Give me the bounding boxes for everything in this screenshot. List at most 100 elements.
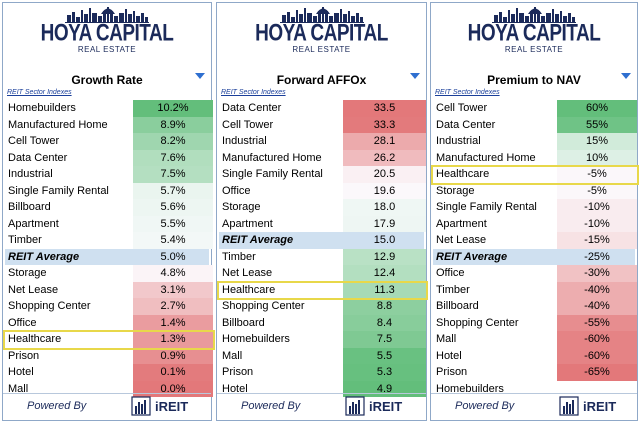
ireit-logo: iREIT: [559, 396, 616, 416]
row-label: REIT Average: [8, 250, 80, 263]
sector-caption: REIT Sector Indexes: [435, 89, 500, 96]
table-row: Office 19.6: [219, 182, 426, 199]
table-rows: Cell Tower 60% Data Center 55% Industrial 15%…: [433, 100, 637, 397]
premium-to-nav-panel: HOYA CAPITAL REAL ESTATE Premium to NAV REI…: [430, 2, 639, 421]
table-row: Timber -40%: [433, 281, 637, 298]
table-row: Industrial 15%: [433, 133, 637, 150]
row-label: REIT Average: [222, 234, 294, 246]
row-label: Hotel: [8, 366, 34, 378]
table-row: Storage 18.0: [219, 199, 426, 216]
row-value-cell: 18.0: [343, 199, 426, 216]
brand-name: HOYA CAPITAL: [467, 20, 601, 47]
row-value-cell: -60%: [557, 347, 637, 364]
table-row: Prison -65%: [433, 364, 637, 381]
row-value-cell: 3.1%: [133, 281, 213, 298]
row-label: Single Family Rental: [436, 201, 537, 213]
ireit-text: iREIT: [155, 399, 189, 414]
powered-by-footer: Powered By iREIT: [3, 393, 211, 420]
row-value-cell: 5.4%: [133, 232, 213, 249]
row-value-cell: 33.3: [343, 116, 426, 133]
row-value-cell: 33.5: [343, 100, 426, 117]
table-row: Hotel -60%: [433, 347, 637, 364]
ireit-text: iREIT: [369, 399, 403, 414]
brand-name: HOYA CAPITAL: [40, 20, 174, 47]
row-value-cell: 5.7%: [133, 182, 213, 199]
row-label: Storage: [222, 201, 261, 213]
row-label: REIT Average: [436, 250, 508, 263]
table-title: Premium to NAV: [487, 73, 581, 87]
ireit-logo-icon: [559, 396, 579, 416]
row-label: Homebuilders: [8, 102, 76, 114]
row-value-cell: 12.9: [343, 248, 426, 265]
row-label: Timber: [8, 234, 42, 246]
table-row: Billboard -40%: [433, 298, 637, 315]
table-row: Industrial 28.1: [219, 133, 426, 150]
table-row: Single Family Rental -10%: [433, 199, 637, 216]
row-value-cell: 20.5: [343, 166, 426, 183]
row-label: Mall: [436, 333, 457, 345]
growth-rate-panel: HOYA CAPITAL REAL ESTATE Growth Rate REIT S…: [2, 2, 215, 421]
row-label: Healthcare: [8, 333, 62, 345]
table-row: Manufactured Home 26.2: [219, 149, 426, 166]
table-row: Manufactured Home 10%: [433, 149, 637, 166]
table-row: Healthcare -5%: [433, 166, 637, 183]
row-label: Apartment: [8, 217, 59, 230]
table-row: Storage -5%: [433, 182, 637, 199]
row-label: Single Family Rental: [222, 168, 323, 180]
row-value-cell: 4.9: [343, 380, 426, 397]
row-label: Storage: [436, 184, 475, 197]
row-label: Cell Tower: [8, 135, 60, 147]
row-label: Billboard: [8, 201, 51, 213]
table-row: Healthcare 1.3%: [5, 331, 213, 348]
table-row: Shopping Center 8.8: [219, 298, 426, 315]
row-value-cell: 0.1%: [133, 364, 213, 381]
row-value-cell: 0.0%: [133, 380, 213, 397]
table-row: Hotel 4.9: [219, 380, 426, 397]
row-label: Net Lease: [222, 267, 273, 279]
table-row: Data Center 33.5: [219, 100, 426, 117]
table-row: Cell Tower 8.2%: [5, 133, 213, 150]
table-row: Homebuilders 10.2%: [5, 100, 213, 117]
row-label: Apartment: [436, 217, 487, 230]
dropdown-arrow-icon[interactable]: [621, 73, 631, 79]
row-value-cell: -40%: [557, 281, 637, 298]
table-row: Timber 5.4%: [5, 232, 213, 249]
powered-by-text: Powered By: [241, 400, 301, 412]
row-value-cell: 1.4%: [133, 314, 213, 331]
table-title: Forward AFFOx: [276, 73, 367, 87]
table-row: Single Family Rental 5.7%: [5, 182, 213, 199]
row-value-cell: -15%: [557, 232, 637, 249]
row-value-cell: -40%: [557, 298, 637, 315]
table-row: Healthcare 11.3: [219, 281, 426, 298]
row-value-cell: 7.6%: [133, 149, 213, 166]
row-value-cell: 10.2%: [133, 100, 213, 117]
table-row: Prison 5.3: [219, 364, 426, 381]
row-value-cell: -5%: [557, 166, 637, 183]
row-value-cell: 15%: [557, 133, 637, 150]
powered-by-footer: Powered By iREIT: [217, 393, 426, 420]
table-row: Prison 0.9%: [5, 347, 213, 364]
table-row: Office 1.4%: [5, 314, 213, 331]
powered-by-footer: Powered By iREIT: [431, 393, 637, 420]
row-value-cell: 8.9%: [133, 116, 213, 133]
row-value-cell: 5.6%: [133, 199, 213, 216]
row-label: Billboard: [436, 300, 479, 312]
dropdown-arrow-icon[interactable]: [410, 73, 420, 79]
row-label: Prison: [222, 366, 254, 378]
hoya-capital-logo: HOYA CAPITAL REAL ESTATE: [217, 5, 426, 61]
table-row: Mall -60%: [433, 331, 637, 348]
table-row: Apartment -10%: [433, 215, 637, 232]
table-rows: Homebuilders 10.2% Manufactured Home 8.9% Ce…: [5, 100, 213, 397]
row-value-cell: 5.5: [343, 347, 426, 364]
hoya-capital-logo: HOYA CAPITAL REAL ESTATE: [431, 5, 637, 61]
row-value-cell: -60%: [557, 331, 637, 348]
row-label: Timber: [222, 250, 256, 263]
table-row: Single Family Rental 20.5: [219, 166, 426, 183]
table-row: Data Center 55%: [433, 116, 637, 133]
dropdown-arrow-icon[interactable]: [195, 73, 205, 79]
table-row: Shopping Center 2.7%: [5, 298, 213, 315]
row-label: Office: [436, 267, 465, 279]
table-row: Billboard 5.6%: [5, 199, 213, 216]
table-title: Growth Rate: [71, 73, 143, 87]
table-row: Mall 5.5: [219, 347, 426, 364]
